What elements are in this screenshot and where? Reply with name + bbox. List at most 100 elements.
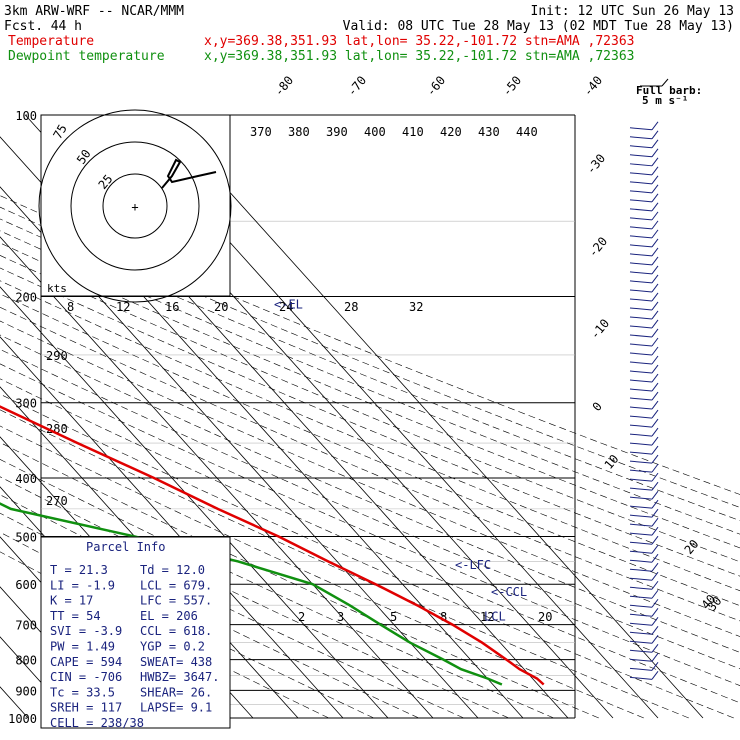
wind-barb bbox=[629, 487, 653, 491]
wind-barb-flag bbox=[651, 472, 659, 482]
wind-barb-flag bbox=[651, 553, 659, 563]
mixing-ratio-label: 5 bbox=[390, 610, 397, 624]
dewpoint-profile bbox=[0, 502, 503, 686]
dry-adiabat bbox=[0, 293, 740, 607]
wind-barb-flag bbox=[651, 310, 659, 320]
wind-barb-flag bbox=[651, 283, 659, 293]
wind-barb-flag bbox=[651, 562, 659, 572]
wind-barb-flag bbox=[651, 238, 659, 248]
parcel-row-right: Td = 12.0 bbox=[140, 563, 205, 577]
wind-barb bbox=[629, 136, 653, 140]
wind-barb-flag bbox=[651, 211, 659, 221]
wind-barb bbox=[629, 460, 653, 464]
wind-barb-flag bbox=[651, 328, 659, 338]
parcel-info-box bbox=[40, 536, 231, 729]
wind-barb bbox=[629, 352, 653, 356]
parcel-row-right: CCL = 618. bbox=[140, 624, 212, 638]
wind-barb-flag bbox=[651, 400, 659, 410]
parcel-row-left: LI = -1.9 bbox=[50, 578, 115, 592]
dry-adiabat bbox=[0, 442, 599, 719]
barb-legend-flag bbox=[661, 78, 669, 87]
mixing-ratio-label: 16 bbox=[165, 300, 179, 314]
wind-barb bbox=[629, 658, 653, 662]
theta-e-label: 430 bbox=[478, 125, 500, 139]
wind-barb-flag bbox=[651, 220, 659, 230]
isotherm-tick-label: -60 bbox=[424, 73, 449, 99]
wind-barb bbox=[629, 577, 653, 581]
wind-barbs bbox=[629, 121, 659, 680]
pressure-tick-label: 700 bbox=[15, 619, 37, 633]
wind-barb bbox=[629, 622, 653, 626]
dry-adiabat bbox=[0, 512, 419, 719]
barb-legend-value: 5 m s⁻¹ bbox=[642, 94, 688, 107]
wind-barb-flag bbox=[651, 229, 659, 239]
theta-e-label: 410 bbox=[402, 125, 424, 139]
wind-barb-flag bbox=[651, 508, 659, 518]
pressure-tick-label: 200 bbox=[15, 291, 37, 305]
wind-barb-flag bbox=[651, 436, 659, 446]
wind-barb bbox=[629, 649, 653, 653]
isotherm-tick-label: -30 bbox=[584, 151, 609, 177]
parcel-row-left: CAPE = 594 bbox=[50, 655, 122, 669]
wind-barb bbox=[629, 181, 653, 185]
wind-barb-flag bbox=[651, 130, 659, 140]
isotherm-line bbox=[160, 114, 704, 719]
wind-barb-flag bbox=[651, 148, 659, 158]
wind-barb-flag bbox=[651, 157, 659, 167]
wind-barb-flag bbox=[651, 571, 659, 581]
wind-barb bbox=[629, 451, 653, 455]
wind-barb bbox=[629, 523, 653, 527]
wind-barb-flag bbox=[651, 463, 659, 473]
wind-barb bbox=[629, 532, 653, 536]
hodograph-ring-label: 50 bbox=[74, 147, 94, 167]
wind-barb-flag bbox=[651, 184, 659, 194]
theta-label: 280 bbox=[46, 422, 68, 436]
wind-barb bbox=[629, 514, 653, 518]
parcel-row-right: YGP = 0.2 bbox=[140, 640, 205, 654]
isotherm-tick-label: -80 bbox=[272, 73, 297, 99]
wind-barb bbox=[629, 604, 653, 608]
mixing-ratio-label: 8 bbox=[440, 610, 447, 624]
dewpoint-location: x,y=369.38,351.93 lat,lon= 35.22,-101.72… bbox=[204, 49, 634, 64]
wind-barb bbox=[629, 280, 653, 284]
wind-barb-flag bbox=[651, 580, 659, 590]
wind-barb bbox=[629, 559, 653, 563]
wind-barb bbox=[629, 379, 653, 383]
wind-barb-flag bbox=[651, 175, 659, 185]
isotherm-line bbox=[0, 186, 479, 719]
dry-adiabat bbox=[0, 306, 740, 622]
temperature-location: x,y=369.38,351.93 lat,lon= 35.22,-101.72… bbox=[204, 34, 634, 49]
mixing-ratio-label: 12 bbox=[480, 610, 494, 624]
parcel-row-right: LAPSE= 9.1 bbox=[140, 701, 212, 715]
mixing-ratio-label: 28 bbox=[344, 300, 358, 314]
barb-legend-title: Full barb: bbox=[636, 84, 702, 97]
parcel-row-left: TT = 54 bbox=[50, 609, 101, 623]
parcel-row-left: CELL = 238/38 bbox=[50, 716, 144, 730]
isotherm-line bbox=[0, 286, 389, 719]
wind-barb bbox=[629, 235, 653, 239]
wind-barb-flag bbox=[651, 625, 659, 635]
parcel-row-left: T = 21.3 bbox=[50, 563, 108, 577]
wind-barb-flag bbox=[651, 355, 659, 365]
wind-barb bbox=[629, 478, 653, 482]
wind-barb bbox=[629, 415, 653, 419]
wind-barb bbox=[629, 613, 653, 617]
dry-adiabat bbox=[0, 218, 740, 521]
parcel-row-right: SWEAT= 438 bbox=[140, 655, 212, 669]
hodograph-units: kts bbox=[47, 282, 67, 295]
mixing-ratio-label: 12 bbox=[116, 300, 130, 314]
wind-barb-flag bbox=[651, 653, 659, 662]
dry-adiabat bbox=[0, 242, 740, 549]
temperature-profile bbox=[0, 405, 545, 686]
model-title: 3km ARW-WRF -- NCAR/MMM bbox=[4, 4, 184, 19]
theta-e-label: 380 bbox=[288, 125, 310, 139]
wind-barb bbox=[629, 505, 653, 509]
mixing-ratio-label: 20 bbox=[214, 300, 228, 314]
isotherm-line bbox=[0, 586, 119, 719]
wind-barb bbox=[629, 406, 653, 410]
theta-e-label: 420 bbox=[440, 125, 462, 139]
parcel-info-table: T = 21.3 Td = 12.0 LI = -1.9 LCL = 679. K = … bbox=[50, 563, 219, 730]
wind-barb bbox=[629, 307, 653, 311]
